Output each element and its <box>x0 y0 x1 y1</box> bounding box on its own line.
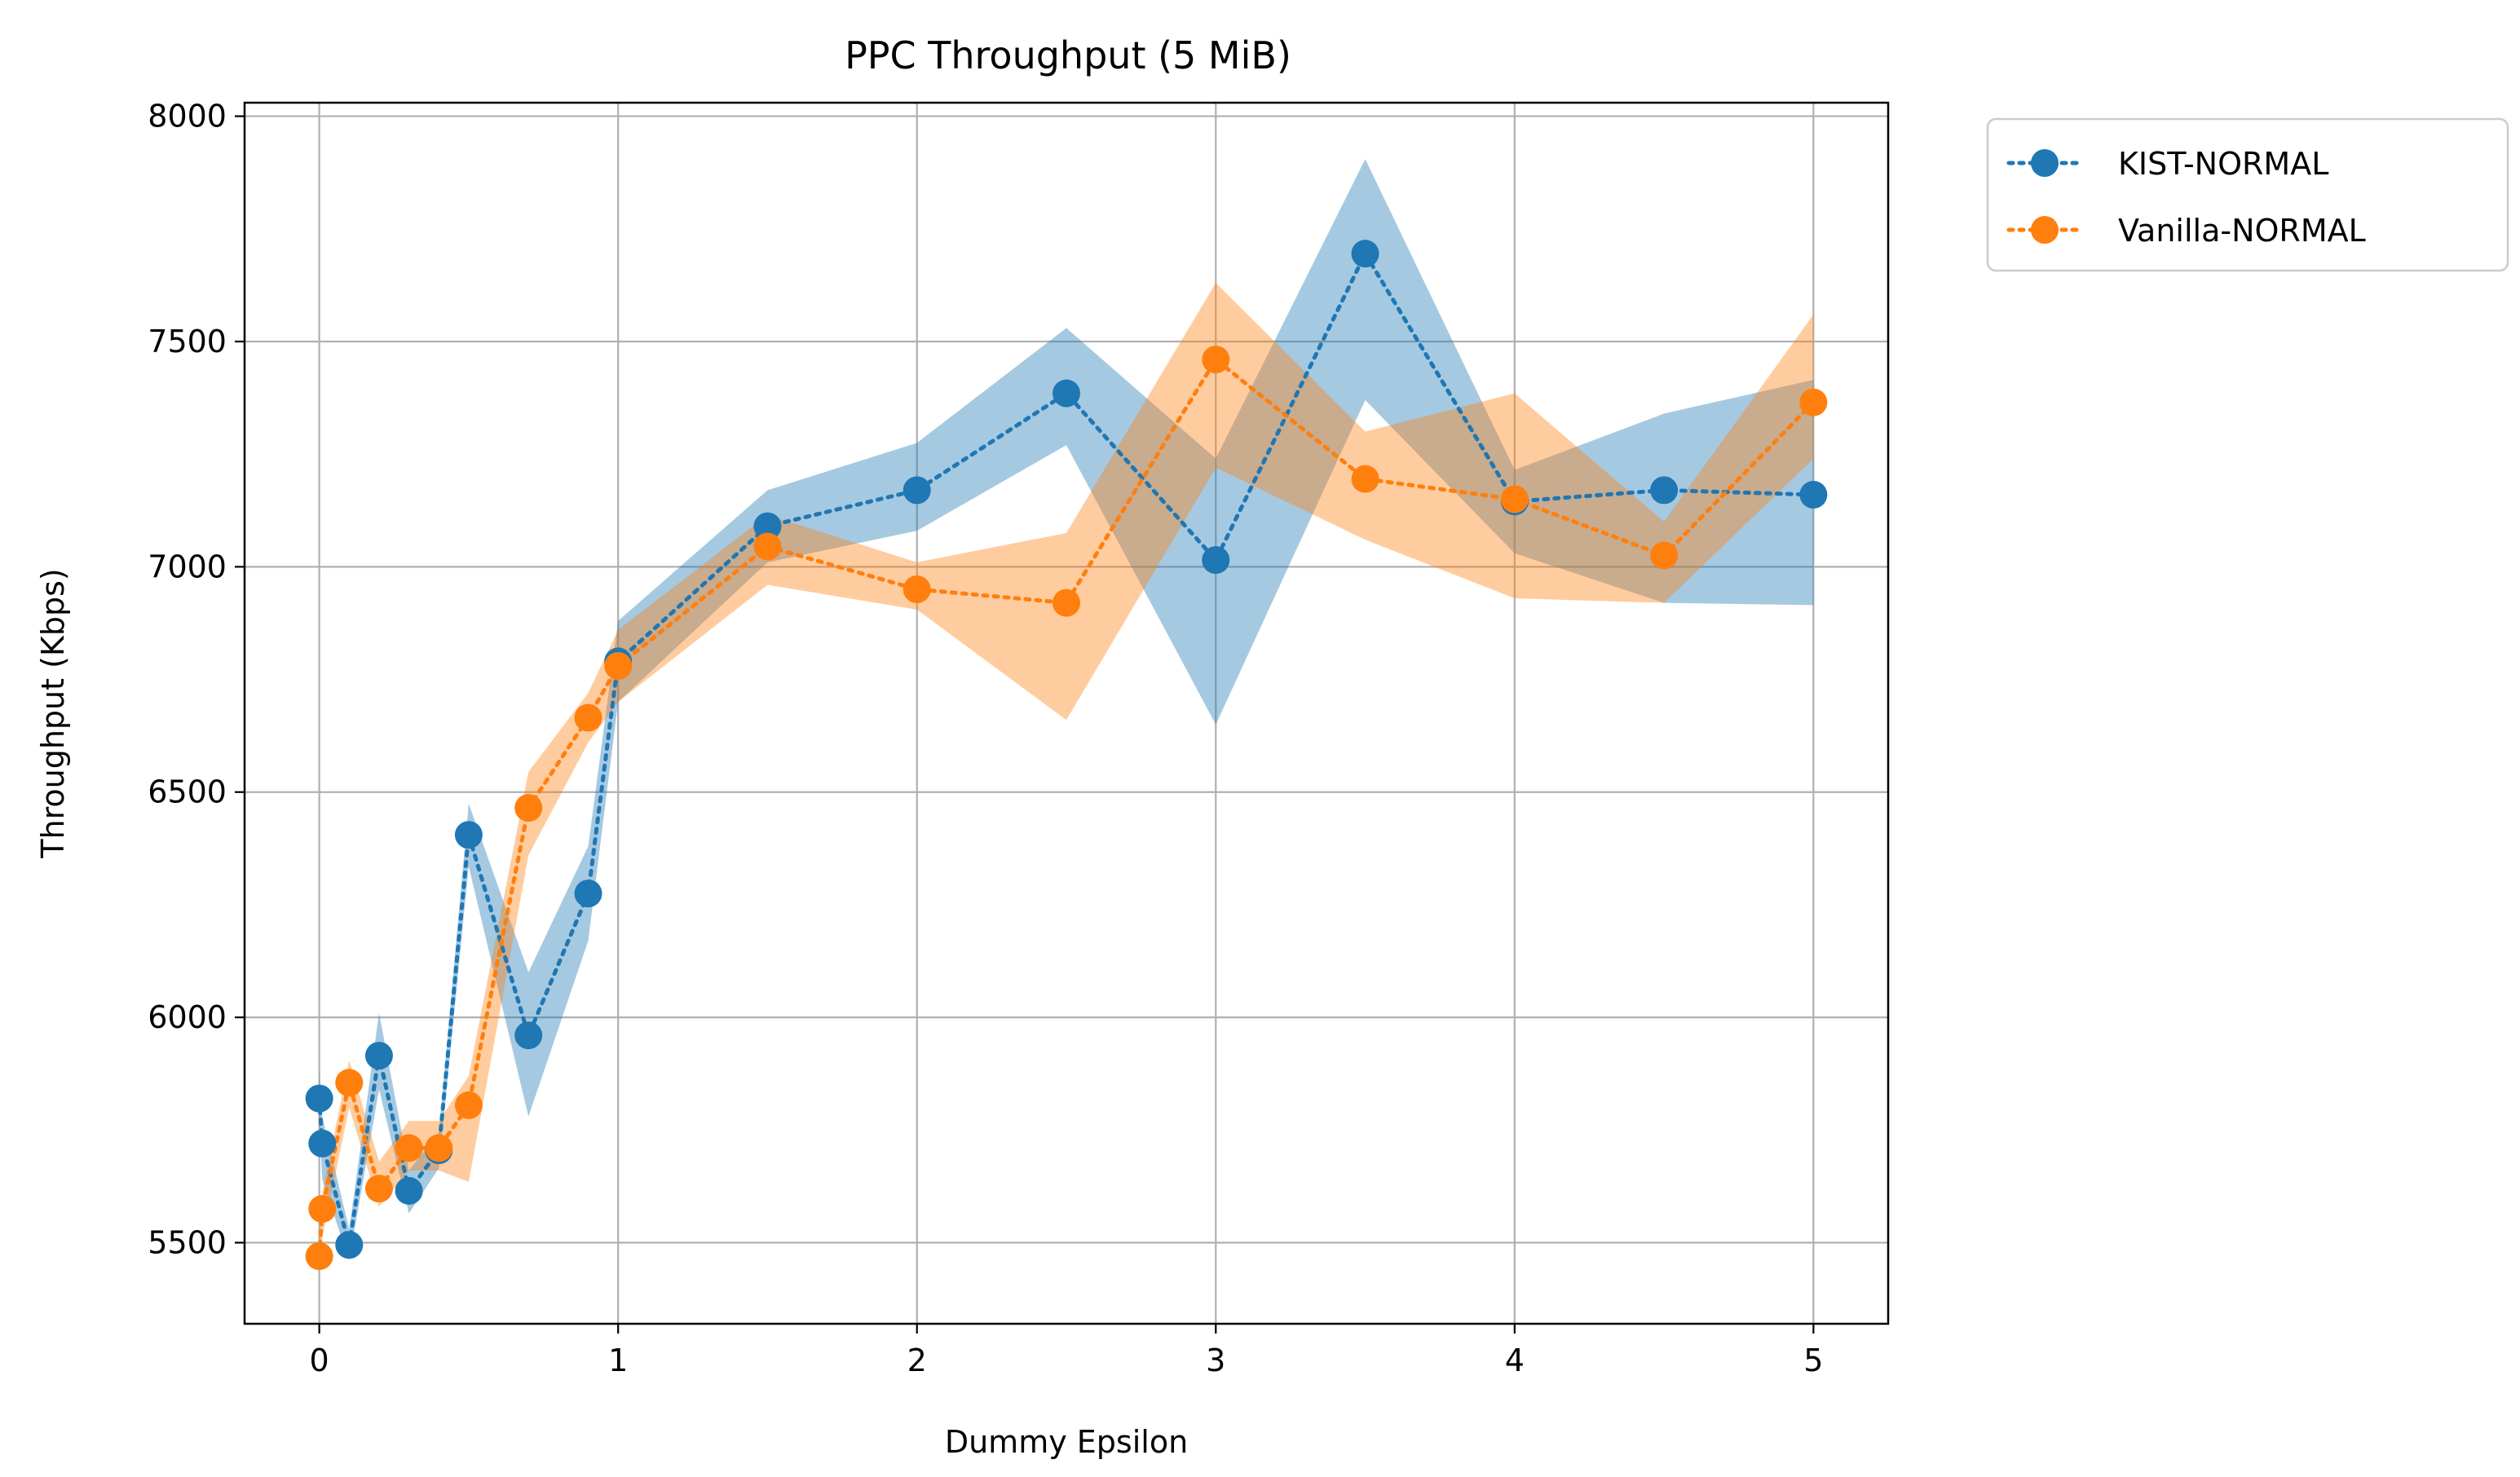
data-point-kist-normal <box>574 880 602 908</box>
data-point-kist-normal <box>903 476 931 505</box>
y-tick-label: 6500 <box>148 774 227 810</box>
x-tick-label: 3 <box>1206 1343 1225 1378</box>
data-point-vanilla-normal <box>1202 346 1230 374</box>
data-point-vanilla-normal <box>1053 589 1080 617</box>
data-point-kist-normal <box>1351 240 1379 268</box>
y-tick-label: 5500 <box>148 1225 227 1261</box>
legend-swatch-marker-kist-normal <box>2031 149 2059 177</box>
series-lines <box>317 249 1816 1259</box>
x-tick-label: 5 <box>1803 1343 1823 1378</box>
error-band-kist-normal <box>319 159 1814 1261</box>
series-points <box>305 240 1828 1271</box>
y-tick-label: 7000 <box>148 549 227 584</box>
legend-box <box>1986 117 2509 272</box>
data-point-kist-normal <box>335 1231 364 1259</box>
legend-swatch-marker-vanilla-normal <box>2031 216 2059 244</box>
x-tick-label: 1 <box>608 1343 628 1378</box>
data-point-kist-normal <box>753 512 782 540</box>
data-point-vanilla-normal <box>903 575 931 603</box>
data-point-vanilla-normal <box>574 703 602 732</box>
x-tick-label: 4 <box>1505 1343 1525 1378</box>
data-point-vanilla-normal <box>454 1091 483 1119</box>
data-point-vanilla-normal <box>753 532 782 561</box>
data-point-vanilla-normal <box>1799 388 1828 417</box>
plot-frame <box>243 101 1890 1325</box>
data-point-kist-normal <box>305 1084 333 1113</box>
data-point-kist-normal <box>308 1129 337 1157</box>
data-point-vanilla-normal <box>1650 541 1679 570</box>
legend-label-kist-normal: KIST-NORMAL <box>2118 146 2328 182</box>
data-point-kist-normal <box>1053 379 1080 408</box>
series-line-kist-normal <box>317 249 1816 1246</box>
legend-label-vanilla-normal: Vanilla-NORMAL <box>2118 213 2366 249</box>
y-tick-label: 7500 <box>148 324 227 359</box>
y-axis-title: Throughput (Kbps) <box>35 568 71 858</box>
series-line-vanilla-normal <box>317 356 1816 1259</box>
error-band-vanilla-normal <box>319 283 1814 1275</box>
y-tick-label: 6000 <box>148 999 227 1035</box>
data-point-kist-normal <box>1650 476 1679 505</box>
data-point-vanilla-normal <box>1351 465 1379 493</box>
data-point-vanilla-normal <box>308 1195 337 1223</box>
data-point-vanilla-normal <box>335 1069 364 1097</box>
data-point-kist-normal <box>1202 546 1230 575</box>
data-point-vanilla-normal <box>514 794 543 822</box>
x-tick-label: 2 <box>907 1343 927 1378</box>
data-point-vanilla-normal <box>604 651 633 680</box>
data-point-vanilla-normal <box>395 1134 423 1162</box>
x-tick-label: 0 <box>310 1343 329 1378</box>
chart-title: PPC Throughput (5 MiB) <box>845 33 1291 77</box>
data-point-vanilla-normal <box>425 1134 453 1162</box>
data-point-vanilla-normal <box>305 1242 333 1271</box>
legend: KIST-NORMAL Vanilla-NORMAL <box>1986 117 2509 272</box>
y-tick-label: 8000 <box>148 99 227 134</box>
data-point-kist-normal <box>395 1176 423 1205</box>
data-point-kist-normal <box>514 1021 543 1050</box>
grid <box>245 103 1888 1324</box>
axis-ticks: 0 1 2 3 4 5 5500 6000 6500 7000 7500 8000 <box>148 99 1823 1378</box>
error-bands <box>319 159 1814 1275</box>
x-axis-title: Dummy Epsilon <box>945 1424 1188 1460</box>
data-point-vanilla-normal <box>1500 485 1529 514</box>
data-point-vanilla-normal <box>364 1175 393 1203</box>
legend-entries: KIST-NORMAL Vanilla-NORMAL <box>2006 146 2366 249</box>
data-point-kist-normal <box>454 821 483 849</box>
data-point-kist-normal <box>1799 480 1828 509</box>
data-point-kist-normal <box>364 1042 393 1070</box>
